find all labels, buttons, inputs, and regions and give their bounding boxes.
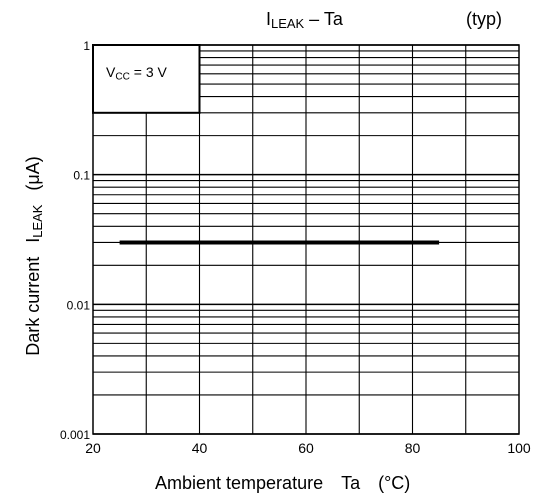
y-tick-labels: 0.001 0.01 0.1 1 [60,39,90,442]
x-tick-label: 80 [405,440,421,456]
x-tick-label: 60 [298,440,314,456]
x-tick-labels: 20 40 60 80 100 [85,440,531,456]
grid-minor [93,45,519,434]
y-axis-label: Dark current ILEAK (μA) [23,156,45,356]
chart-title: ILEAK – Ta [266,10,343,31]
title-suffix: – Ta [304,9,343,29]
y-axis-label-main: Dark current [22,256,43,356]
plot-frame [92,44,520,435]
condition-sub: CC [115,71,130,83]
x-tick-label: 20 [85,440,101,456]
x-tick-label: 40 [192,440,208,456]
title-note: (typ) [466,9,502,29]
x-tick-label: 100 [507,440,531,456]
y-tick-label: 1 [83,39,90,53]
y-axis-unit: (μA) [22,156,43,191]
condition-main: V [106,64,116,80]
x-axis-symbol: Ta [341,473,361,493]
y-tick-label: 0.01 [67,298,91,312]
y-tick-label: 0.001 [60,428,90,442]
title-main: I [266,9,272,29]
condition-label: VCC = 3 V [106,64,167,83]
y-axis-symbol-sub: LEAK [30,204,46,238]
y-tick-label: 0.1 [73,169,90,183]
condition-value: = 3 V [129,64,167,80]
x-axis-label: Ambient temperature Ta (°C) [155,474,410,492]
x-axis-label-main: Ambient temperature [155,473,324,493]
x-axis-unit: (°C) [378,473,411,493]
title-sub: LEAK [271,16,305,32]
y-axis-symbol: I [22,237,43,243]
